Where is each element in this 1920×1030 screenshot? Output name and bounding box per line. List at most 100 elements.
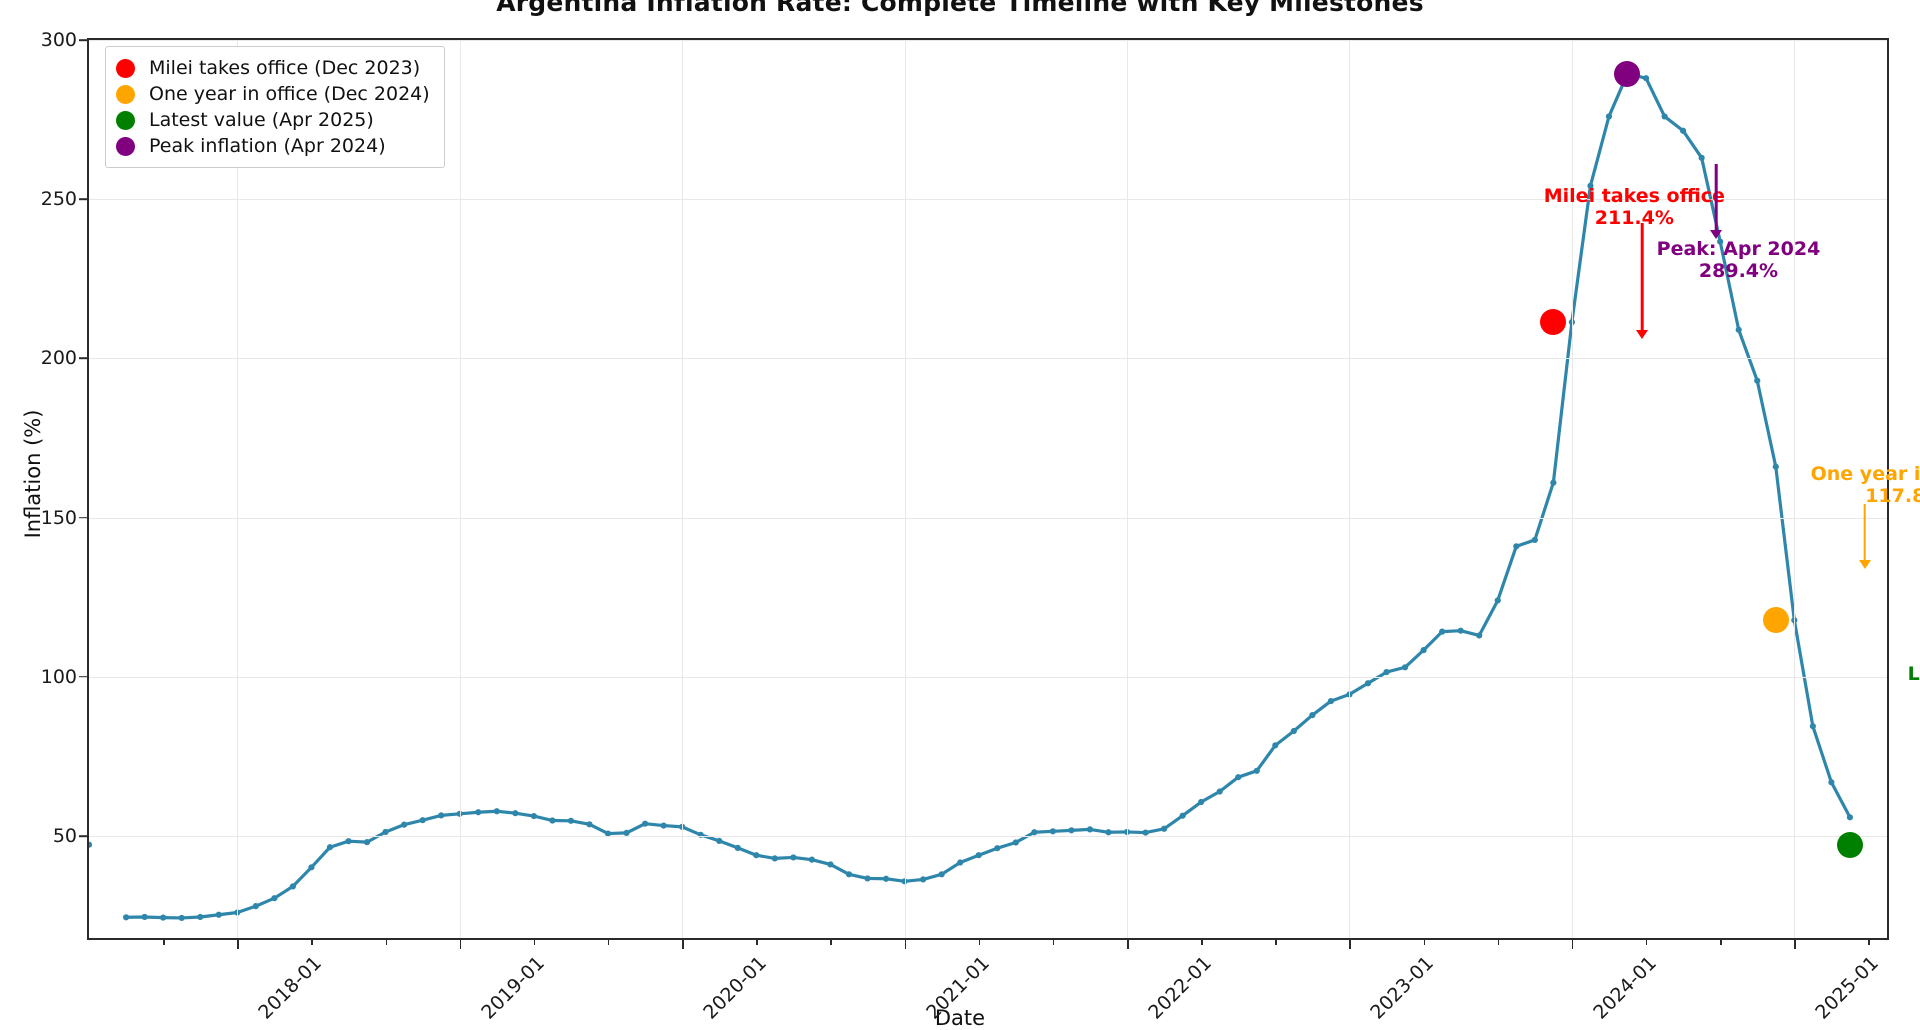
x-axis-tick-mark <box>682 940 684 949</box>
data-point-marker <box>920 876 927 883</box>
x-axis-tick-mark <box>1349 940 1352 949</box>
data-point-marker <box>1383 669 1390 676</box>
data-point-marker <box>1513 543 1520 550</box>
data-point-marker <box>882 875 890 882</box>
page-title: Argentina Inflation Rate: Complete Timel… <box>496 0 1424 17</box>
x-axis-label: Date <box>934 1006 986 1030</box>
data-point-marker <box>1253 767 1260 774</box>
data-point-marker <box>271 895 278 902</box>
data-point-marker <box>1309 711 1316 719</box>
data-point-marker <box>827 861 834 868</box>
milestone-marker-peak <box>1614 60 1641 87</box>
data-point-marker <box>289 883 296 890</box>
annotation-title-peak: Peak: Apr 2024 <box>1656 238 1821 260</box>
data-point-marker <box>1439 628 1446 635</box>
y-axis-tick-mark <box>79 39 87 41</box>
gridline-horizontal <box>89 358 1887 360</box>
annotation-title-oneyear: One year in office <box>1810 463 1920 485</box>
data-point-marker <box>753 852 760 859</box>
data-point-marker <box>141 913 148 921</box>
legend-marker-icon <box>116 136 135 156</box>
milestone-marker-oneyear <box>1762 607 1789 634</box>
annotation-value-milei: 211.4% <box>1594 207 1674 230</box>
x-axis-tick-mark <box>1571 940 1574 949</box>
x-axis-minor-tick <box>608 940 610 945</box>
data-point-marker <box>512 810 519 817</box>
data-point-marker <box>1012 839 1019 846</box>
data-point-marker <box>1049 828 1056 835</box>
annotation-title-milei: Milei takes office <box>1543 185 1725 207</box>
data-point-marker <box>1587 182 1594 189</box>
x-axis-minor-tick <box>1720 940 1722 945</box>
data-point-marker <box>401 821 408 828</box>
x-axis-minor-tick <box>830 940 832 945</box>
annotation-label-latest: Latest: Apr 202547.3% <box>1908 663 1920 708</box>
y-axis-tick-label: 300 <box>40 29 77 51</box>
data-point-marker <box>1661 113 1668 120</box>
x-axis-minor-tick <box>978 940 981 945</box>
data-point-marker <box>419 817 426 824</box>
data-point-marker <box>938 871 945 878</box>
legend-item[interactable]: Latest value (Apr 2025) <box>116 107 430 133</box>
data-point-marker <box>734 844 741 851</box>
data-point-marker <box>1290 727 1297 735</box>
data-point-marker <box>586 821 593 828</box>
x-axis-minor-tick <box>756 940 758 945</box>
x-axis-tick-mark <box>237 940 239 949</box>
data-point-marker <box>89 841 93 848</box>
data-point-marker <box>716 837 723 844</box>
data-point-marker <box>363 839 371 846</box>
annotation-title-latest: Latest: Apr 2025 <box>1907 663 1920 685</box>
data-point-marker <box>1327 697 1335 705</box>
gridline-vertical <box>237 40 239 938</box>
x-axis-minor-tick <box>533 940 536 945</box>
x-axis-minor-tick <box>311 940 313 945</box>
data-point-marker <box>994 845 1001 852</box>
data-point-marker <box>567 817 575 824</box>
x-axis-tick-mark <box>459 940 462 949</box>
data-point-marker <box>345 838 352 845</box>
legend-marker-icon <box>116 58 135 78</box>
gridline-vertical <box>1349 40 1351 938</box>
legend-item-label: One year in office (Dec 2024) <box>149 83 430 105</box>
inflation-line <box>124 72 1852 920</box>
y-axis-tick-mark <box>79 357 87 360</box>
data-point-marker <box>790 854 797 861</box>
data-point-marker <box>1531 536 1538 544</box>
data-point-marker <box>122 914 130 921</box>
y-axis-tick-label: 250 <box>40 188 77 211</box>
gridline-horizontal <box>89 676 1887 678</box>
data-point-marker <box>641 820 649 827</box>
data-point-marker <box>660 822 667 829</box>
data-point-marker <box>1235 774 1242 781</box>
inflation-line-series <box>89 70 1854 922</box>
data-point-marker <box>808 856 816 863</box>
x-axis-minor-tick <box>1275 940 1277 945</box>
x-axis-minor-tick <box>1423 940 1425 945</box>
legend-item[interactable]: Peak inflation (Apr 2024) <box>116 133 430 159</box>
data-point-marker <box>1364 680 1372 687</box>
data-point-marker <box>530 812 537 820</box>
data-point-marker <box>326 844 334 851</box>
data-point-marker <box>493 808 500 815</box>
legend-marker-icon <box>116 84 135 104</box>
x-axis-tick-mark <box>1794 940 1796 949</box>
gridline-vertical <box>1127 40 1129 938</box>
data-point-marker <box>252 903 259 910</box>
data-point-marker <box>1550 479 1557 486</box>
data-point-marker <box>215 911 222 918</box>
legend-item[interactable]: One year in office (Dec 2024) <box>116 81 430 107</box>
data-point-marker <box>1717 238 1724 245</box>
legend-item[interactable]: Milei takes office (Dec 2023) <box>116 55 430 81</box>
data-point-marker <box>1068 827 1075 834</box>
gridline-horizontal <box>89 836 1887 838</box>
gridline-vertical <box>1794 40 1796 938</box>
data-point-marker <box>623 829 630 837</box>
annotation-arrow-peak <box>1715 164 1718 232</box>
data-point-marker <box>438 812 445 819</box>
annotation-arrowhead-peak <box>1710 230 1723 239</box>
data-point-marker <box>1680 127 1687 134</box>
data-point-marker <box>845 871 853 878</box>
annotation-arrowhead-oneyear <box>1858 560 1871 569</box>
gridline-vertical <box>1571 40 1573 938</box>
